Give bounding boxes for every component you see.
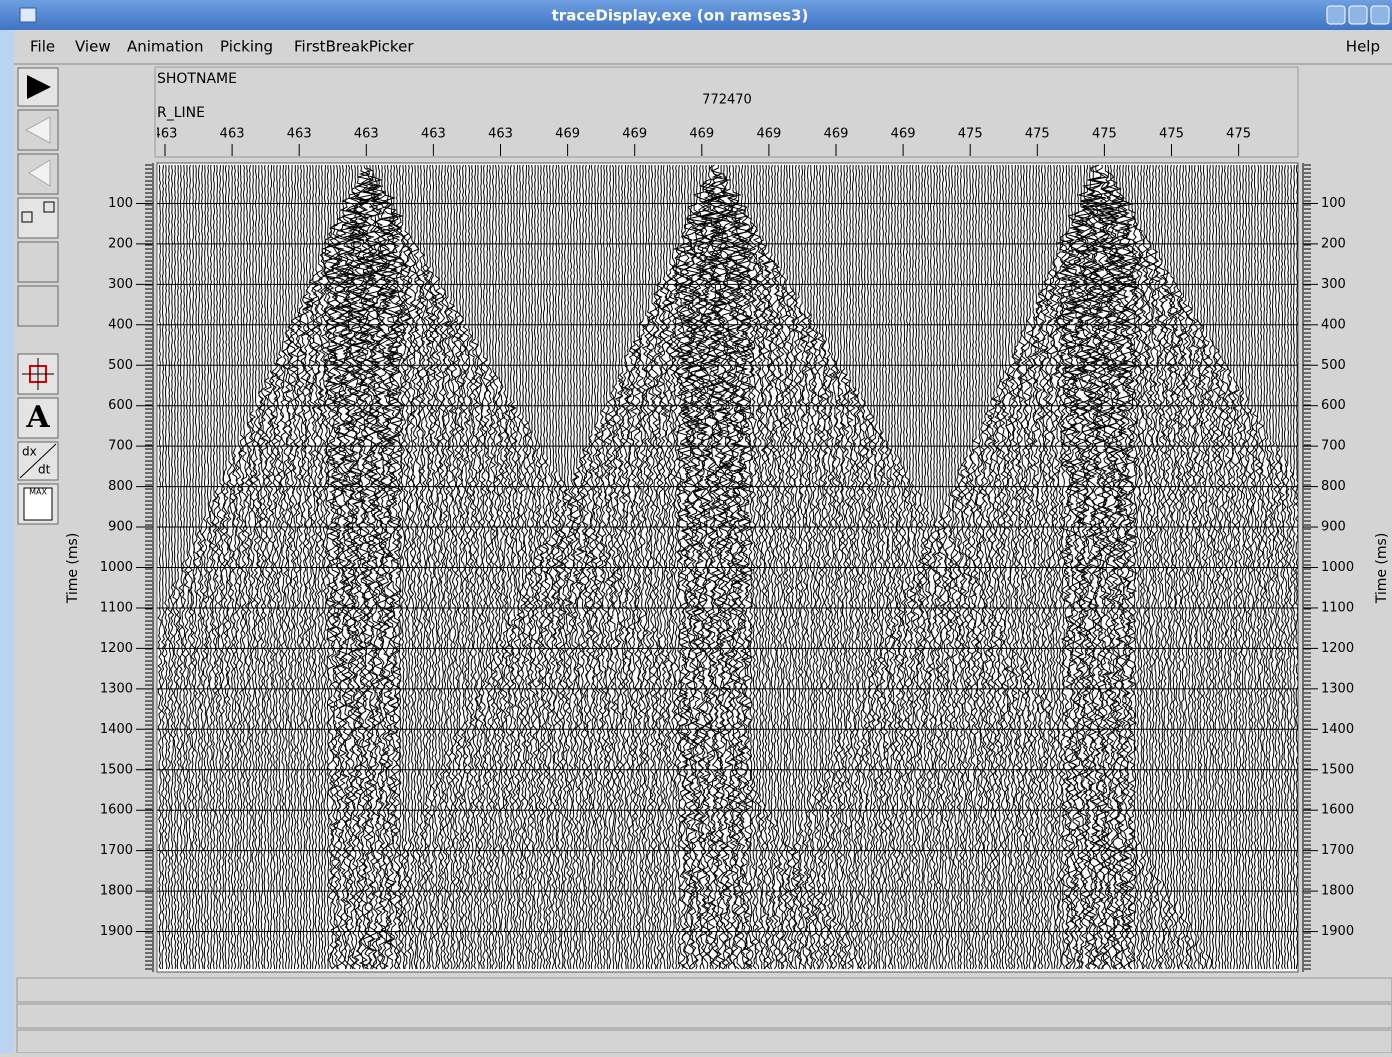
y-tick-label: 800 (108, 479, 133, 494)
r-line-tick-label: 475 (958, 127, 983, 142)
y-tick-label: 100 (1321, 196, 1346, 211)
y-tick-label: 1100 (100, 600, 133, 615)
y-tick-label: 1500 (100, 762, 133, 777)
y-tick-label: 1600 (100, 803, 133, 818)
y-tick-label: 600 (108, 398, 133, 413)
menu-item[interactable]: FirstBreakPicker (294, 38, 414, 56)
right-axis-title: Time (ms) (1374, 533, 1390, 605)
y-tick-label: 1800 (100, 884, 133, 899)
r-line-tick-label: 475 (1025, 127, 1050, 142)
max-icon-label: MAX (29, 488, 47, 497)
brush-button[interactable] (18, 286, 58, 326)
y-tick-label: 200 (108, 236, 133, 251)
menu-item[interactable]: Picking (220, 38, 273, 56)
page: traceDisplay.exe (on ramses3) A dx dt MA… (0, 0, 1392, 1053)
y-tick-label: 1000 (100, 560, 133, 575)
y-tick-label: 300 (108, 277, 133, 292)
close-button[interactable] (1371, 6, 1389, 24)
header-label: R_LINE (157, 105, 205, 121)
y-tick-label: 1300 (100, 681, 133, 696)
y-tick-label: 100 (108, 196, 133, 211)
r-line-tick-label: 469 (555, 127, 580, 142)
y-tick-label: 1400 (1321, 722, 1354, 737)
header-label: SHOTNAME (157, 71, 237, 87)
y-tick-label: 1600 (1321, 803, 1354, 818)
y-tick-label: 400 (108, 317, 133, 332)
y-tick-label: 800 (1321, 479, 1346, 494)
header-panel (155, 67, 1298, 157)
y-tick-label: 600 (1321, 398, 1346, 413)
menu-item[interactable]: File (30, 38, 55, 56)
window-border (0, 30, 14, 1053)
menu-item[interactable]: Help (1346, 38, 1380, 56)
y-tick-label: 1500 (1321, 762, 1354, 777)
r-line-tick-label: 469 (824, 127, 849, 142)
y-tick-label: 1100 (1321, 600, 1354, 615)
status-bar (17, 978, 1392, 1002)
y-tick-label: 1200 (100, 641, 133, 656)
screen: traceDisplay.exe (on ramses3) A dx dt MA… (0, 0, 1392, 1053)
y-tick-label: 1900 (100, 924, 133, 939)
status-bar (17, 1030, 1392, 1053)
text-icon: A (25, 400, 50, 435)
r-line-tick-label: 463 (421, 127, 446, 142)
derivative-icon-bottom: dt (38, 463, 51, 477)
r-line-tick-label: 469 (622, 127, 647, 142)
shot-name: 772470 (702, 93, 752, 108)
y-tick-label: 1900 (1321, 924, 1354, 939)
window-title: traceDisplay.exe (on ramses3) (552, 7, 809, 25)
y-tick-label: 500 (108, 358, 133, 373)
y-tick-label: 1400 (100, 722, 133, 737)
r-line-tick-label: 463 (220, 127, 245, 142)
r-line-tick-label: 475 (1159, 127, 1184, 142)
window-button[interactable] (18, 198, 58, 238)
r-line-tick-label: 475 (1226, 127, 1251, 142)
derivative-icon-top: dx (22, 445, 37, 459)
menu-item[interactable]: Animation (127, 38, 203, 56)
r-line-tick-label: 469 (756, 127, 781, 142)
r-line-tick-label: 463 (287, 127, 312, 142)
y-tick-label: 1200 (1321, 641, 1354, 656)
y-tick-label: 1000 (1321, 560, 1354, 575)
y-tick-label: 1700 (100, 843, 133, 858)
r-line-tick-label: 463 (354, 127, 379, 142)
y-tick-label: 300 (1321, 277, 1346, 292)
minimize-button[interactable] (1327, 6, 1345, 24)
status-bar (17, 1004, 1392, 1028)
maximize-button[interactable] (1349, 6, 1367, 24)
r-line-tick-label: 475 (1092, 127, 1117, 142)
y-tick-label: 1300 (1321, 681, 1354, 696)
stack-button[interactable] (18, 242, 58, 282)
y-tick-label: 700 (1321, 439, 1346, 454)
y-tick-label: 900 (108, 520, 133, 535)
y-tick-label: 200 (1321, 236, 1346, 251)
left-axis-title: Time (ms) (65, 533, 81, 605)
y-tick-label: 400 (1321, 317, 1346, 332)
y-tick-label: 500 (1321, 358, 1346, 373)
r-line-tick-label: 463 (488, 127, 513, 142)
r-line-tick-label: 469 (891, 127, 916, 142)
r-line-tick-label: 469 (689, 127, 714, 142)
y-tick-label: 1700 (1321, 843, 1354, 858)
y-tick-label: 900 (1321, 520, 1346, 535)
window-menu-button[interactable] (20, 8, 36, 22)
y-tick-label: 1800 (1321, 884, 1354, 899)
y-tick-label: 700 (108, 439, 133, 454)
menu-item[interactable]: View (75, 38, 111, 56)
